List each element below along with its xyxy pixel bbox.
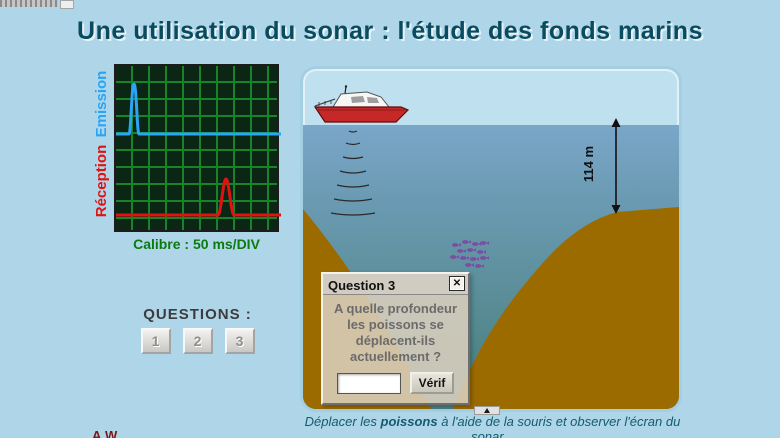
boat-railing-posts bbox=[318, 100, 332, 106]
answer-input[interactable] bbox=[336, 372, 401, 394]
instruction-bold: poissons bbox=[380, 414, 438, 429]
calibre-label: Calibre : 50 ms/DIV bbox=[133, 236, 260, 252]
page-title: Une utilisation du sonar : l'étude des f… bbox=[77, 17, 703, 45]
dialog-question-line: A quelle profondeur bbox=[333, 301, 458, 316]
question-buttons: 1 2 3 bbox=[115, 328, 280, 354]
dialog-question-line: actuellement ? bbox=[349, 349, 442, 364]
reception-trace bbox=[116, 177, 281, 217]
depth-value-label: 114 m bbox=[581, 145, 596, 183]
scroll-up-tab[interactable] bbox=[474, 406, 500, 415]
browser-tab-artifact[interactable] bbox=[0, 0, 58, 7]
sea-floor-right-hill bbox=[453, 207, 679, 409]
instruction-prefix: Déplacer les bbox=[304, 414, 381, 429]
question-2-button[interactable]: 2 bbox=[182, 328, 213, 354]
boat-hull bbox=[313, 106, 410, 123]
fish-school[interactable] bbox=[448, 237, 493, 272]
questions-heading: QUESTIONS : bbox=[143, 306, 252, 323]
browser-newtab-artifact[interactable] bbox=[60, 0, 74, 9]
dialog-question-line: déplacent-ils bbox=[355, 333, 436, 348]
emission-trace bbox=[116, 82, 281, 136]
sonar-oscilloscope-screen bbox=[114, 64, 281, 232]
verify-button[interactable]: Vérif bbox=[409, 372, 455, 394]
arrow-up-icon bbox=[484, 408, 490, 413]
boat-window-left bbox=[351, 96, 365, 103]
reception-label: Réception bbox=[93, 144, 110, 218]
dialog-title: Question 3 bbox=[328, 278, 396, 293]
depth-arrow bbox=[611, 118, 621, 214]
boat bbox=[313, 85, 410, 123]
dialog-body: A quelle profondeur les poissons se dépl… bbox=[323, 295, 468, 394]
question-1-button[interactable]: 1 bbox=[140, 328, 171, 354]
close-icon[interactable]: ✕ bbox=[449, 276, 465, 291]
dialog-titlebar[interactable]: Question 3 ✕ bbox=[323, 274, 468, 295]
oscilloscope-traces bbox=[116, 82, 281, 217]
boat-mast-light bbox=[344, 85, 348, 88]
boat-window-right bbox=[367, 97, 379, 103]
dialog-question-line: les poissons se bbox=[347, 317, 444, 332]
instruction-text: Déplacer les poissons à l'aide de la sou… bbox=[295, 414, 690, 438]
question-3-button[interactable]: 3 bbox=[224, 328, 255, 354]
author-credit: A.W bbox=[92, 428, 118, 438]
instruction-suffix: à l'aide de la souris et observer l'écra… bbox=[437, 414, 681, 438]
question-3-dialog: Question 3 ✕ A quelle profondeur les poi… bbox=[321, 272, 470, 405]
sonar-wave-arcs bbox=[330, 130, 376, 216]
